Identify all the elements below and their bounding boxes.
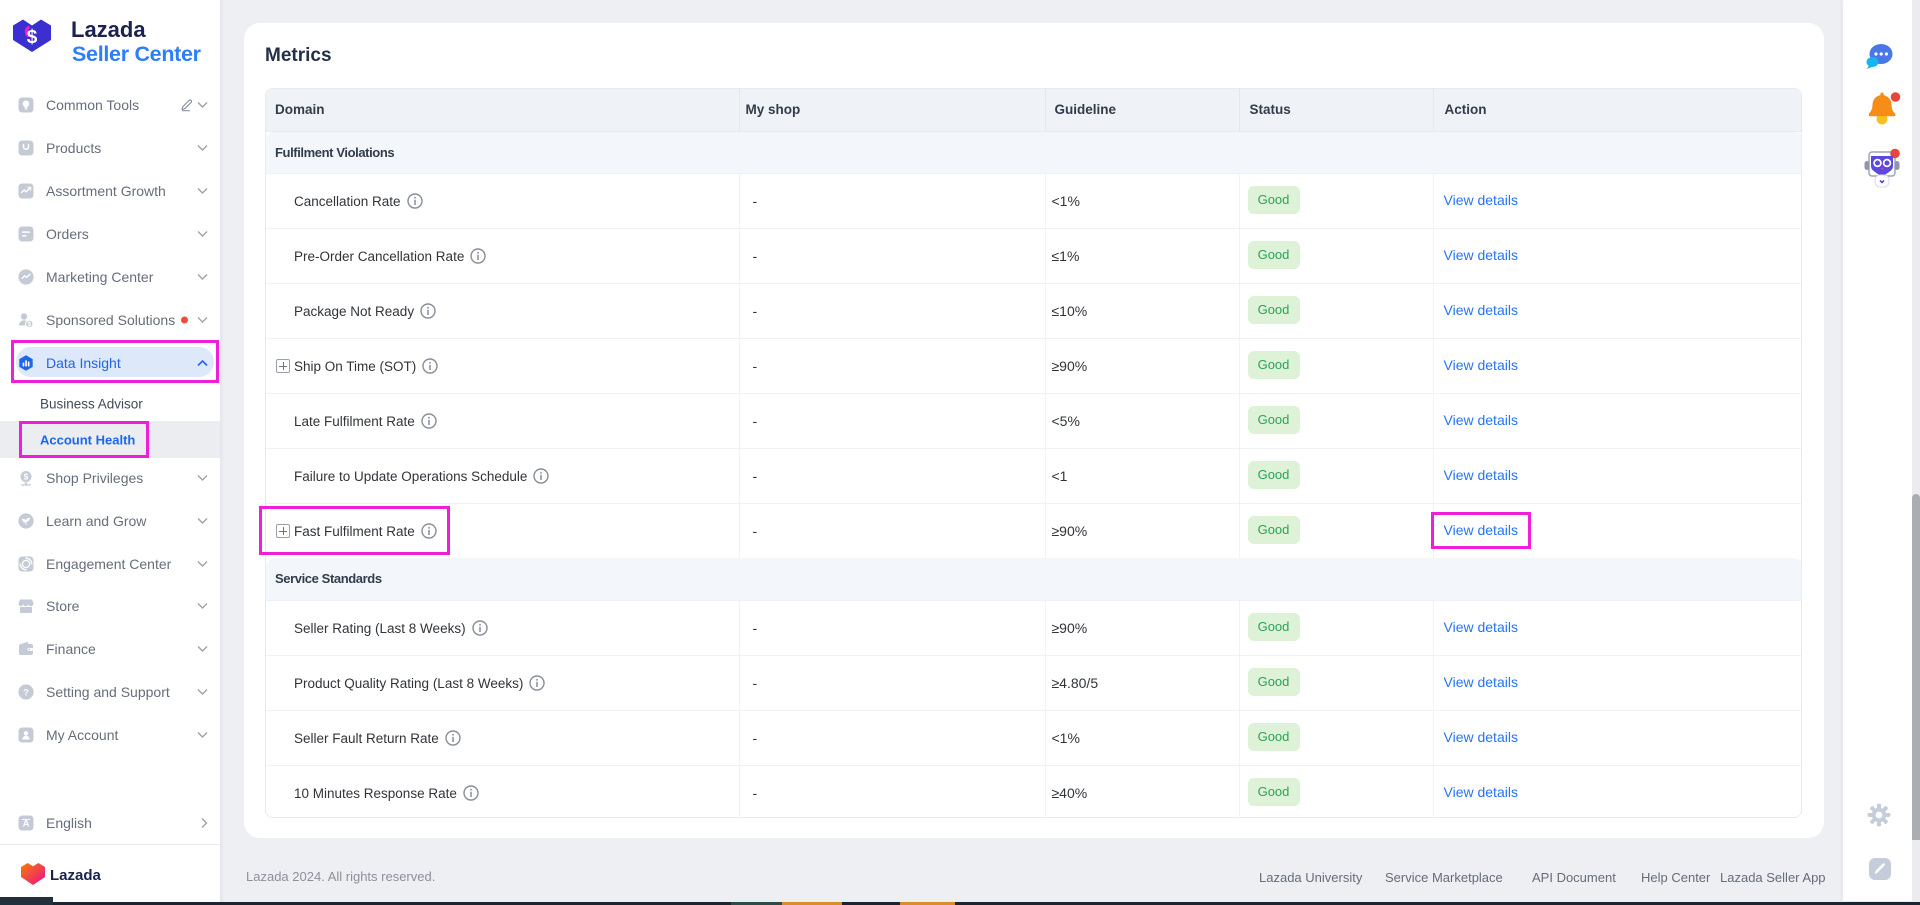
- svg-text:$: $: [27, 27, 38, 48]
- svg-text:$: $: [27, 321, 31, 328]
- svg-text:A: A: [23, 819, 30, 830]
- svg-text:?: ?: [23, 687, 29, 698]
- svg-text:$: $: [24, 472, 29, 481]
